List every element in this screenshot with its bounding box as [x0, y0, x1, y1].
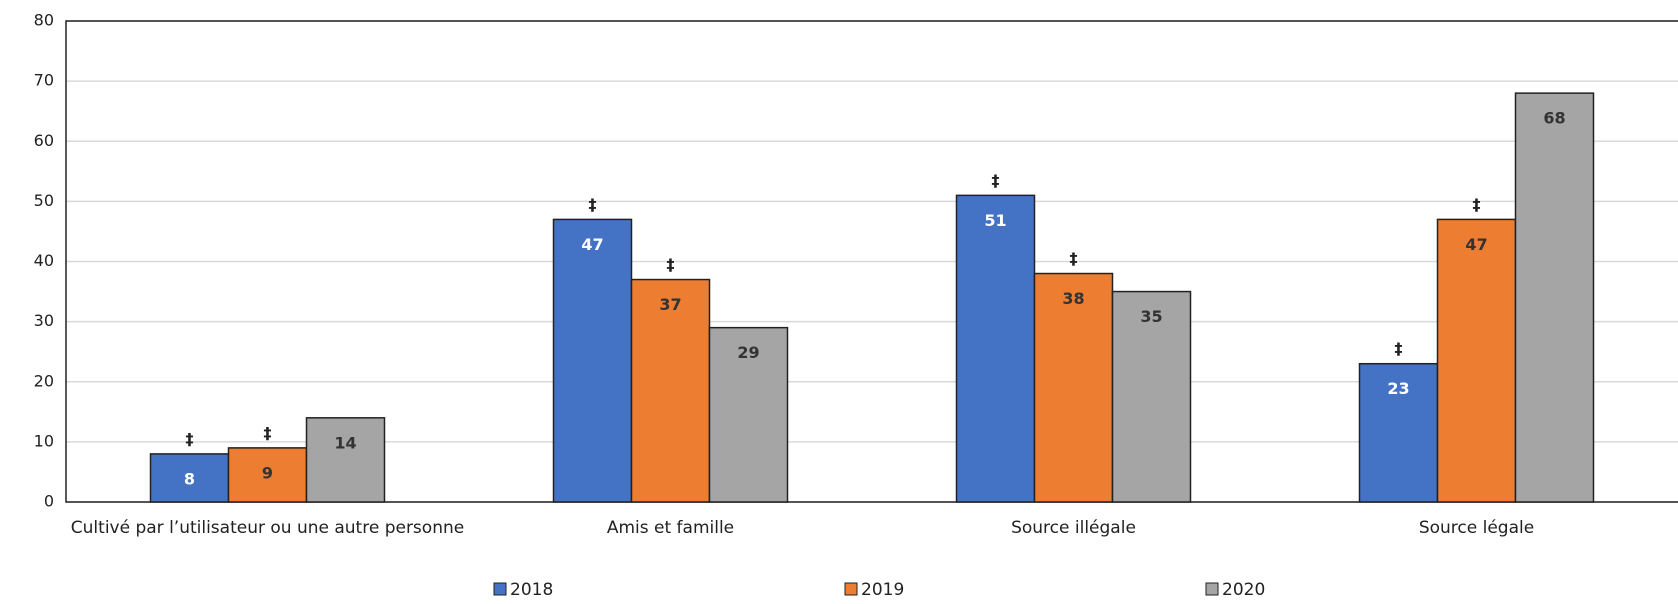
data-label: 38: [1062, 289, 1084, 308]
x-tick-label: Source légale: [1418, 518, 1535, 538]
bar: [1358, 362, 1439, 503]
x-tick-label: Cultivé par l’utilisateur ou une autre p…: [70, 518, 465, 538]
x-tick-label: Source illégale: [1011, 518, 1136, 538]
marker-label: ‡: [1395, 339, 1403, 358]
data-label: 14: [334, 433, 356, 452]
y-tick-label: 30: [34, 311, 54, 330]
legend-label: 2019: [861, 580, 904, 600]
y-tick-label: 40: [34, 251, 54, 270]
legend-swatch: [844, 582, 858, 596]
marker-label: ‡: [186, 429, 194, 448]
y-tick-label: 80: [34, 11, 54, 30]
bar: [955, 194, 1036, 503]
legend-swatch: [1205, 582, 1219, 596]
data-label: 51: [984, 211, 1006, 230]
marker-label: ‡: [589, 195, 597, 214]
marker-label: ‡: [264, 423, 272, 442]
y-tick-label: 50: [34, 191, 54, 210]
y-tick-label: 10: [34, 431, 54, 450]
data-label: 47: [1465, 235, 1487, 254]
data-label: 9: [262, 463, 273, 482]
data-label: 23: [1387, 379, 1409, 398]
y-tick-label: 0: [44, 492, 54, 511]
bar: [552, 218, 633, 503]
marker-label: ‡: [1473, 195, 1481, 214]
bar: [1514, 92, 1595, 503]
bar: [708, 326, 789, 503]
data-label: 35: [1140, 307, 1162, 326]
data-label: 47: [581, 235, 603, 254]
data-label: 29: [737, 343, 759, 362]
y-tick-label: 70: [34, 71, 54, 90]
x-tick-label: Amis et famille: [606, 518, 735, 538]
bar: [227, 447, 308, 503]
marker-label: ‡: [992, 171, 1000, 190]
bar: [1111, 290, 1192, 503]
bar: [1033, 272, 1114, 503]
legend-swatch: [493, 582, 507, 596]
y-tick-label: 60: [34, 131, 54, 150]
data-label: 37: [659, 295, 681, 314]
bar: [630, 278, 711, 503]
marker-label: ‡: [1070, 249, 1078, 268]
bar: [1436, 218, 1517, 503]
data-label: 8: [184, 469, 195, 488]
data-label: 68: [1543, 109, 1565, 128]
marker-label: ‡: [667, 255, 675, 274]
legend-label: 2018: [510, 580, 553, 600]
legend-label: 2020: [1222, 580, 1265, 600]
bar: [305, 417, 386, 503]
y-tick-label: 20: [34, 371, 54, 390]
plot-frame: [65, 20, 1678, 503]
